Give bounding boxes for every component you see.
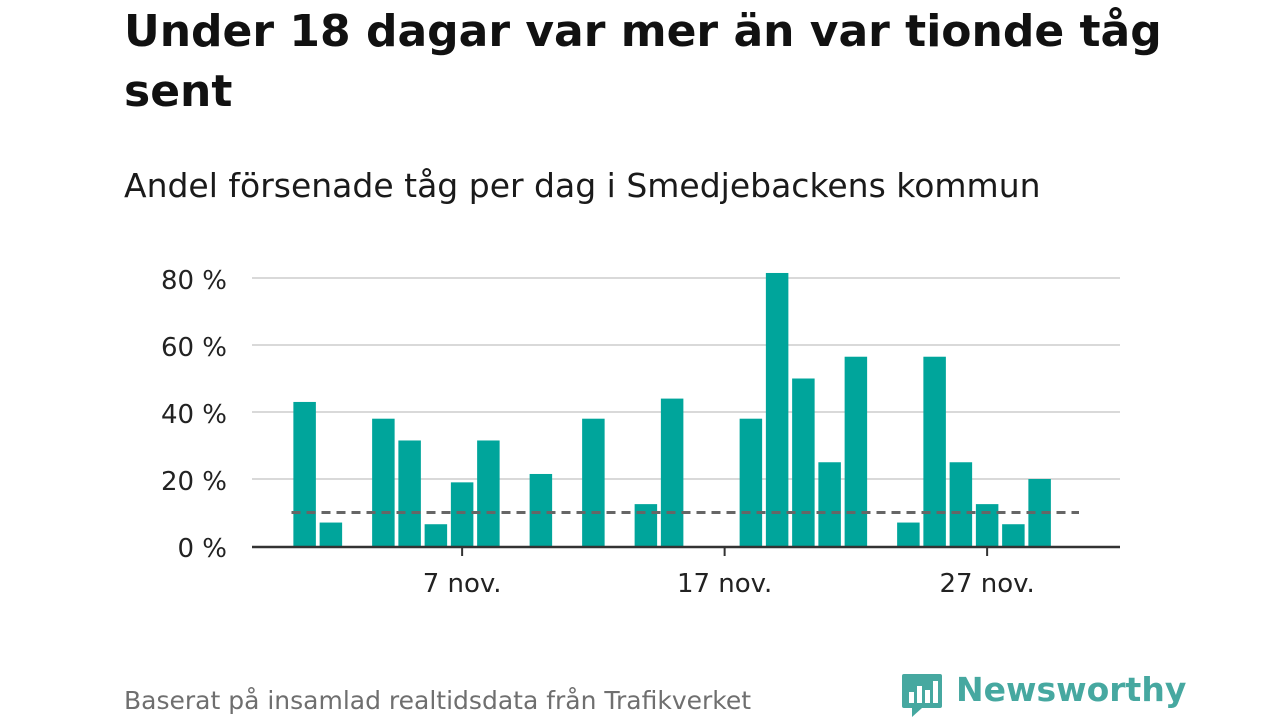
source-note: Baserat på insamlad realtidsdata från Tr…	[124, 686, 752, 715]
bar	[818, 462, 841, 546]
bar	[477, 440, 500, 546]
bar	[634, 504, 658, 546]
y-tick-label: 60 %	[161, 333, 227, 363]
bar	[372, 418, 395, 546]
bar	[739, 418, 763, 546]
y-tick-label: 40 %	[161, 400, 227, 430]
x-tick-label: 17 nov.	[677, 569, 772, 599]
x-tick-label: 7 nov.	[423, 569, 502, 599]
chart-subtitle: Andel försenade tåg per dag i Smedjeback…	[124, 166, 1041, 205]
bar-chart: 0 % 20 % 40 % 60 % 80 % 7 nov. 17 nov. 27 nov.	[161, 266, 1120, 599]
y-tick-label: 0 %	[177, 534, 227, 564]
y-tick-label: 80 %	[161, 266, 227, 296]
bar	[450, 482, 474, 546]
bar	[1002, 524, 1025, 546]
bar	[923, 356, 946, 546]
bar	[319, 522, 343, 546]
bar	[844, 356, 868, 546]
bar	[765, 272, 789, 546]
bar	[949, 462, 973, 546]
bar	[792, 378, 815, 546]
y-tick-label: 20 %	[161, 467, 227, 497]
newsworthy-logo-icon	[902, 674, 942, 717]
brand-name: Newsworthy	[956, 670, 1187, 709]
bar	[293, 401, 316, 546]
bar	[1028, 479, 1051, 546]
bar	[529, 473, 553, 546]
bar	[660, 398, 684, 546]
bar	[975, 504, 999, 546]
bar	[424, 524, 448, 546]
bar	[897, 522, 920, 546]
x-tick-label: 27 nov.	[939, 569, 1034, 599]
chart-title: Under 18 dagar var mer än var tionde tåg…	[124, 6, 1162, 117]
bar	[582, 418, 605, 546]
bar	[398, 440, 421, 546]
